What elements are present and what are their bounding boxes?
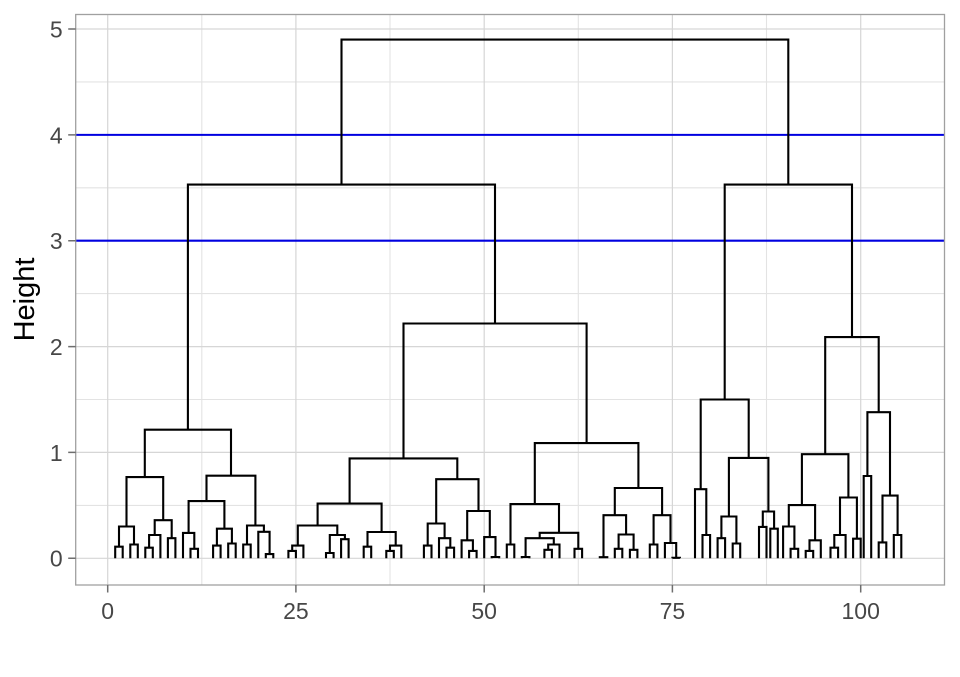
svg-text:0: 0: [101, 598, 114, 624]
svg-text:0: 0: [50, 546, 63, 572]
svg-text:100: 100: [842, 598, 880, 624]
svg-text:25: 25: [283, 598, 309, 624]
svg-text:5: 5: [50, 16, 63, 42]
svg-text:Height: Height: [9, 258, 41, 342]
svg-text:2: 2: [50, 334, 63, 360]
svg-text:1: 1: [50, 440, 63, 466]
svg-text:3: 3: [50, 228, 63, 254]
svg-text:75: 75: [660, 598, 686, 624]
svg-text:4: 4: [50, 122, 63, 148]
svg-text:50: 50: [471, 598, 497, 624]
